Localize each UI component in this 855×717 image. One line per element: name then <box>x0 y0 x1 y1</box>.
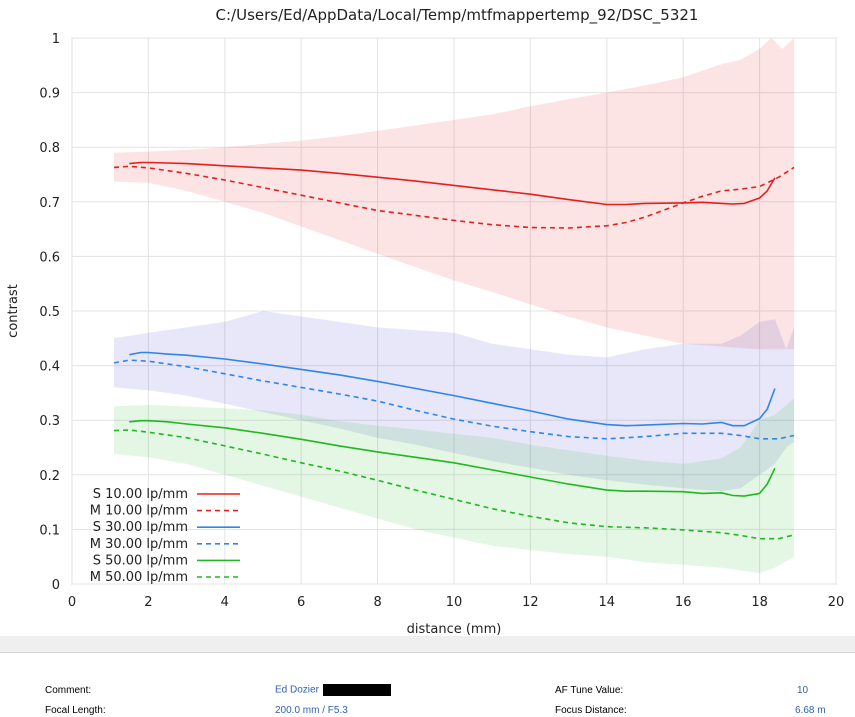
x-tick-label: 0 <box>68 595 76 610</box>
series-line <box>113 165 795 229</box>
confidence-band <box>114 398 794 574</box>
x-tick-label: 20 <box>828 595 845 610</box>
chart-title: C:/Users/Ed/AppData/Local/Temp/mtfmapper… <box>216 6 699 25</box>
y-tick-label: 0.6 <box>39 250 60 265</box>
x-tick-label: 18 <box>751 595 768 610</box>
focus-distance-value: 6.68 m <box>795 705 826 716</box>
image-info-panel: Comment: Ed Dozier Focal Length: 200.0 m… <box>0 653 855 717</box>
x-tick-label: 6 <box>297 595 305 610</box>
series-line <box>129 161 776 206</box>
y-tick-label: 0.8 <box>39 141 60 156</box>
legend-label: M 50.00 lp/mm <box>90 570 188 585</box>
x-tick-label: 8 <box>373 595 381 610</box>
af-tune-value: 10 <box>797 685 809 696</box>
grid-lines <box>71 37 837 585</box>
y-axis-label: contrast <box>6 284 21 338</box>
tick-labels: 0 2 4 6 8 10 12 14 16 18 20 0 0.1 0.2 0.3 0.4 0.5 0.6 0.7 0… <box>39 32 844 610</box>
comment-label: Comment: <box>45 685 92 696</box>
y-tick-label: 0.2 <box>39 469 60 484</box>
y-tick-label: 0.9 <box>39 87 60 102</box>
y-tick-label: 0 <box>52 578 60 593</box>
series-line <box>129 419 776 497</box>
legend-label: S 30.00 lp/mm <box>93 520 188 535</box>
series-lines <box>113 161 795 540</box>
x-tick-label: 2 <box>144 595 152 610</box>
y-tick-label: 0.3 <box>39 414 60 429</box>
x-tick-label: 12 <box>522 595 539 610</box>
y-tick-label: 0.7 <box>39 196 60 211</box>
legend-label: M 10.00 lp/mm <box>90 504 188 519</box>
confidence-band <box>114 311 794 492</box>
legend-label: M 30.00 lp/mm <box>90 537 188 552</box>
legend-label: S 50.00 lp/mm <box>93 553 188 568</box>
mtf-chart: C:/Users/Ed/AppData/Local/Temp/mtfmapper… <box>6 6 844 636</box>
series-line <box>129 351 776 427</box>
legend: S 10.00 lp/mm M 10.00 lp/mmS 30.00 lp/mm M… <box>90 487 240 585</box>
y-tick-label: 0.4 <box>39 360 60 375</box>
x-axis-label: distance (mm) <box>407 622 502 636</box>
comment-text: Ed Dozier <box>275 684 319 696</box>
separator-bar <box>0 636 855 653</box>
focal-length-value: 200.0 mm / F5.3 <box>275 705 348 716</box>
y-tick-label: 1 <box>52 32 60 47</box>
comment-value: Ed Dozier <box>275 684 391 696</box>
y-tick-label: 0.5 <box>39 305 60 320</box>
legend-label: S 10.00 lp/mm <box>93 487 188 502</box>
x-tick-label: 10 <box>446 595 463 610</box>
x-tick-label: 14 <box>599 595 616 610</box>
x-tick-label: 16 <box>675 595 692 610</box>
x-tick-label: 4 <box>221 595 229 610</box>
y-tick-label: 0.1 <box>39 523 60 538</box>
focus-distance-label: Focus Distance: <box>555 705 627 716</box>
confidence-band <box>114 38 794 350</box>
af-tune-label: AF Tune Value: <box>555 685 624 696</box>
series-line <box>113 359 795 440</box>
redaction-box <box>322 684 391 696</box>
series-line <box>113 429 795 540</box>
focal-length-label: Focal Length: <box>45 705 106 716</box>
confidence-bands <box>114 38 794 574</box>
